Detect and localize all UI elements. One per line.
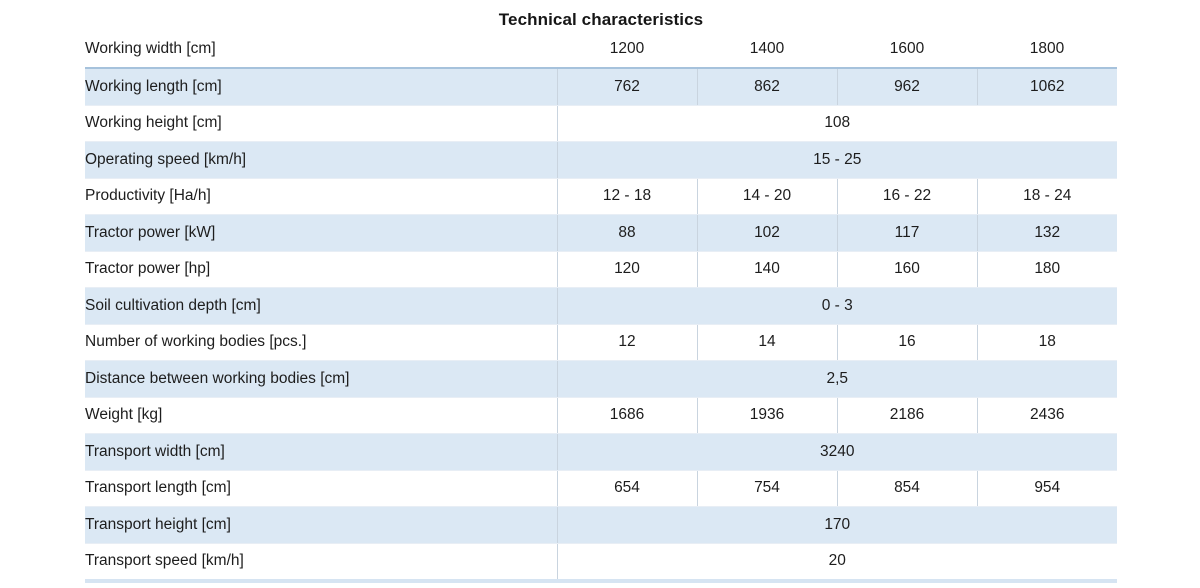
row-value: 14 - 20 bbox=[696, 178, 837, 215]
row-value: 14 bbox=[696, 324, 837, 361]
row-label: Transport length [cm] bbox=[85, 470, 557, 507]
row-value: 102 bbox=[696, 214, 837, 252]
technical-characteristics-table: Working width [cm] 1200 1400 1600 1800 W… bbox=[85, 31, 1117, 579]
row-label: Operating speed [km/h] bbox=[85, 141, 557, 179]
row-value: 12 - 18 bbox=[556, 178, 697, 215]
table-row: Distance between working bodies [cm] 2,5 bbox=[85, 360, 1117, 398]
row-label: Transport width [cm] bbox=[85, 433, 557, 471]
row-value-merged: 108 bbox=[556, 105, 1117, 142]
table-row: Transport width [cm] 3240 bbox=[85, 433, 1117, 471]
row-label: Tractor power [kW] bbox=[85, 214, 557, 252]
row-value-merged: 2,5 bbox=[556, 360, 1117, 398]
header-column-value: 1200 bbox=[557, 31, 697, 69]
row-value-merged: 3240 bbox=[556, 433, 1117, 471]
row-value: 862 bbox=[696, 68, 837, 106]
row-value: 140 bbox=[696, 251, 837, 288]
row-value: 16 - 22 bbox=[836, 178, 977, 215]
row-value: 18 - 24 bbox=[976, 178, 1117, 215]
row-value: 12 bbox=[556, 324, 697, 361]
row-value-merged: 170 bbox=[556, 506, 1117, 544]
row-value: 132 bbox=[976, 214, 1117, 252]
row-value: 117 bbox=[836, 214, 977, 252]
table-row: Working height [cm] 108 bbox=[85, 105, 1117, 142]
table-row: Operating speed [km/h] 15 - 25 bbox=[85, 141, 1117, 179]
row-value: 854 bbox=[836, 470, 977, 507]
table-row: Working length [cm] 762 862 962 1062 bbox=[85, 68, 1117, 106]
table-row: Weight [kg] 1686 1936 2186 2436 bbox=[85, 397, 1117, 434]
table-header-row: Working width [cm] 1200 1400 1600 1800 bbox=[85, 31, 1117, 69]
row-label: Tractor power [hp] bbox=[85, 251, 557, 288]
row-value: 962 bbox=[836, 68, 977, 106]
row-value: 120 bbox=[556, 251, 697, 288]
row-value: 16 bbox=[836, 324, 977, 361]
table-row: Productivity [Ha/h] 12 - 18 14 - 20 16 - 22… bbox=[85, 178, 1117, 215]
header-column-value: 1600 bbox=[837, 31, 977, 69]
row-value: 762 bbox=[556, 68, 697, 106]
row-label: Transport speed [km/h] bbox=[85, 552, 244, 570]
page-title: Technical characteristics bbox=[498, 10, 704, 29]
row-value: 2186 bbox=[836, 397, 977, 434]
row-label: Soil cultivation depth [cm] bbox=[85, 287, 557, 325]
table-bottom-strip bbox=[85, 579, 1117, 583]
table-row: Transport length [cm] 654 754 854 954 bbox=[85, 470, 1117, 507]
row-value: 88 bbox=[556, 214, 697, 252]
row-label: Transport height [cm] bbox=[85, 506, 557, 544]
row-value-merged: 0 - 3 bbox=[556, 287, 1117, 325]
row-value: 1936 bbox=[696, 397, 837, 434]
row-label: Distance between working bodies [cm] bbox=[85, 360, 557, 398]
row-label: Working length [cm] bbox=[85, 68, 557, 106]
table-row: Tractor power [hp] 120 140 160 180 bbox=[85, 251, 1117, 288]
row-label: Number of working bodies [pcs.] bbox=[85, 324, 557, 361]
row-value: 160 bbox=[836, 251, 977, 288]
header-column-value: 1400 bbox=[697, 31, 837, 69]
row-value: 18 bbox=[976, 324, 1117, 361]
row-value: 1062 bbox=[976, 68, 1117, 106]
table-row: Soil cultivation depth [cm] 0 - 3 bbox=[85, 287, 1117, 325]
table-row: Transport speed [km/h] 20 bbox=[85, 543, 1117, 579]
row-label: Working height [cm] bbox=[85, 105, 557, 142]
row-value: 2436 bbox=[976, 397, 1117, 434]
row-label: Weight [kg] bbox=[85, 397, 557, 434]
row-value: 654 bbox=[556, 470, 697, 507]
row-value: 180 bbox=[976, 251, 1117, 288]
table-row: Number of working bodies [pcs.] 12 14 16 18 bbox=[85, 324, 1117, 361]
header-row-label: Working width [cm] bbox=[85, 31, 557, 69]
row-value: 1686 bbox=[556, 397, 697, 434]
table-row: Tractor power [kW] 88 102 117 132 bbox=[85, 214, 1117, 252]
row-value: 954 bbox=[976, 470, 1117, 507]
spec-table-section: Technical characteristics Working width … bbox=[85, 8, 1117, 583]
row-value: 754 bbox=[696, 470, 837, 507]
row-value-merged: 20 bbox=[556, 543, 1117, 579]
row-label: Productivity [Ha/h] bbox=[85, 178, 557, 215]
table-row: Transport height [cm] 170 bbox=[85, 506, 1117, 544]
row-value-merged: 15 - 25 bbox=[556, 141, 1117, 179]
header-column-value: 1800 bbox=[977, 31, 1117, 69]
